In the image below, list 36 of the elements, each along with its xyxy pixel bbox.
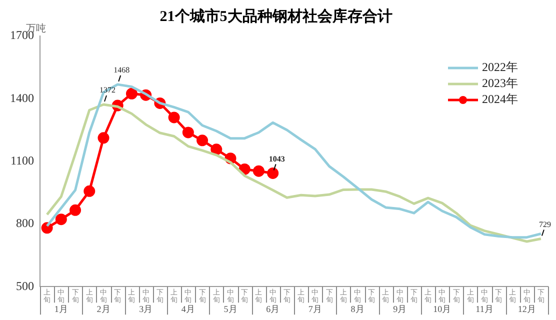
text: 10月 xyxy=(433,304,452,314)
text: 9月 xyxy=(393,304,407,314)
point xyxy=(98,132,110,144)
point xyxy=(182,126,194,138)
text: 12月 xyxy=(518,304,536,314)
legend-label: 2023年 xyxy=(482,76,518,90)
point xyxy=(168,112,180,124)
y-tick-label: 500 xyxy=(16,278,34,293)
text: 3月 xyxy=(139,304,153,314)
text: 11月 xyxy=(476,304,494,314)
legend-label: 2024年 xyxy=(482,92,518,106)
text: 8月 xyxy=(350,304,364,314)
point xyxy=(238,163,250,175)
text: 2月 xyxy=(96,304,110,314)
legend-label: 2022年 xyxy=(482,60,518,74)
data-label: 1043 xyxy=(268,154,285,164)
text: 5月 xyxy=(224,304,238,314)
point xyxy=(252,165,264,177)
data-label: 1372 xyxy=(100,86,116,95)
point xyxy=(196,134,208,146)
point xyxy=(210,144,222,156)
point xyxy=(55,214,67,226)
text: 7月 xyxy=(308,304,322,314)
point xyxy=(267,167,279,179)
y-tick-label: 1100 xyxy=(10,153,34,168)
data-label: 729 xyxy=(538,220,551,229)
chart-title: 21个城市5大品种钢材社会库存合计 xyxy=(160,6,392,25)
point xyxy=(84,185,96,197)
text: 6月 xyxy=(266,304,280,314)
y-tick-label: 800 xyxy=(16,216,34,230)
point xyxy=(70,204,82,216)
data-label: 1468 xyxy=(114,66,130,75)
text: 4月 xyxy=(181,304,195,314)
text: 1月 xyxy=(54,304,68,314)
point xyxy=(126,88,138,100)
y-tick-label: 1400 xyxy=(10,90,34,105)
